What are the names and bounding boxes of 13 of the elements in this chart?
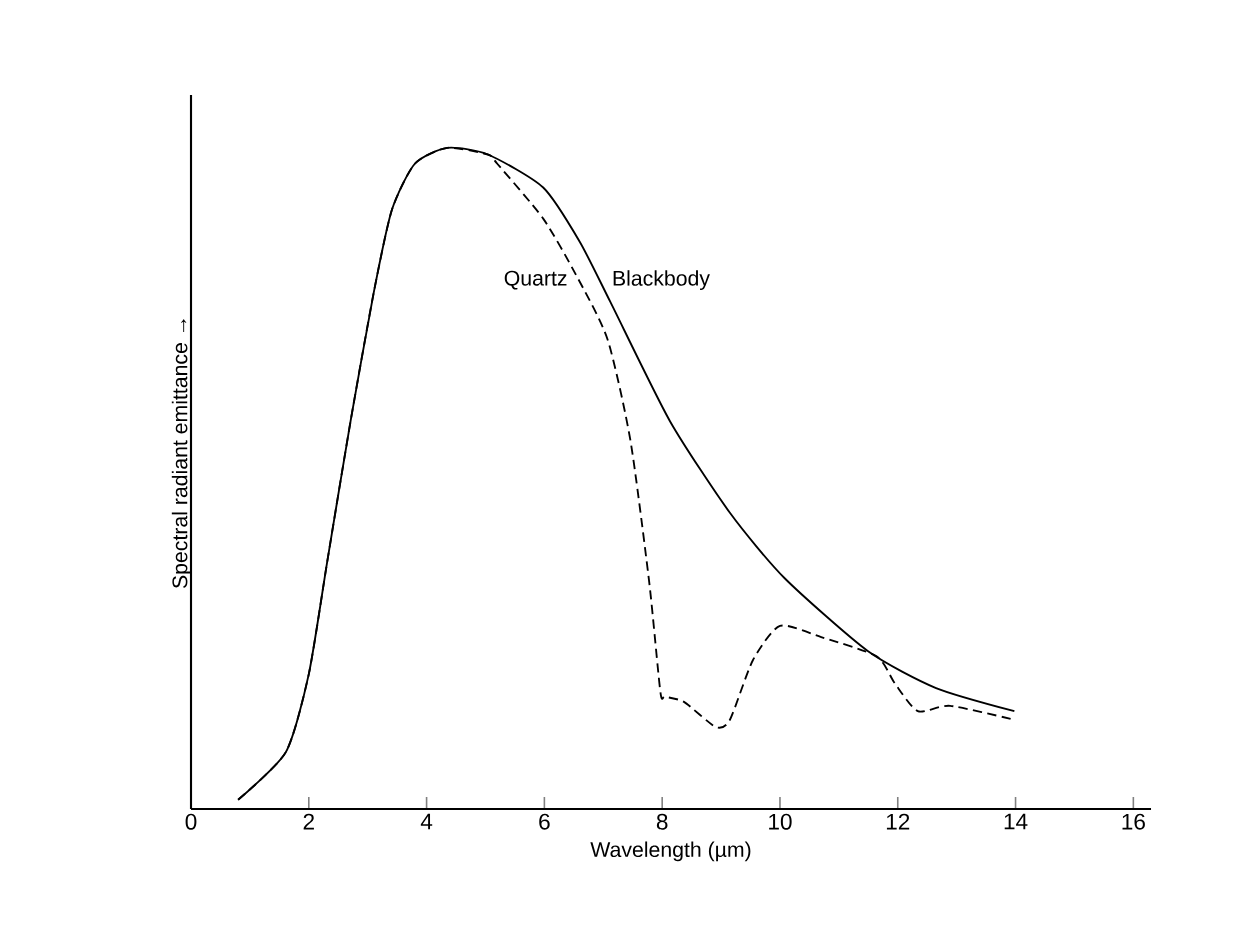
y-axis-title: Spectral radiant emittance → bbox=[171, 319, 192, 589]
x-tick-label: 2 bbox=[303, 813, 314, 830]
x-tick-label: 10 bbox=[769, 813, 792, 830]
series-label: Blackbody bbox=[613, 270, 710, 291]
x-tick-label: 16 bbox=[1122, 813, 1145, 830]
x-tick-label: 12 bbox=[886, 813, 910, 830]
series-label: Quartz bbox=[504, 270, 567, 290]
x-tick-label: 14 bbox=[1004, 813, 1028, 830]
x-tick-label: 6 bbox=[539, 813, 550, 830]
x-tick-label: 0 bbox=[185, 813, 197, 830]
x-tick-label: 4 bbox=[420, 813, 433, 830]
x-tick-label: 8 bbox=[656, 813, 668, 830]
x-axis-title: Wavelength (µm) bbox=[590, 841, 751, 862]
